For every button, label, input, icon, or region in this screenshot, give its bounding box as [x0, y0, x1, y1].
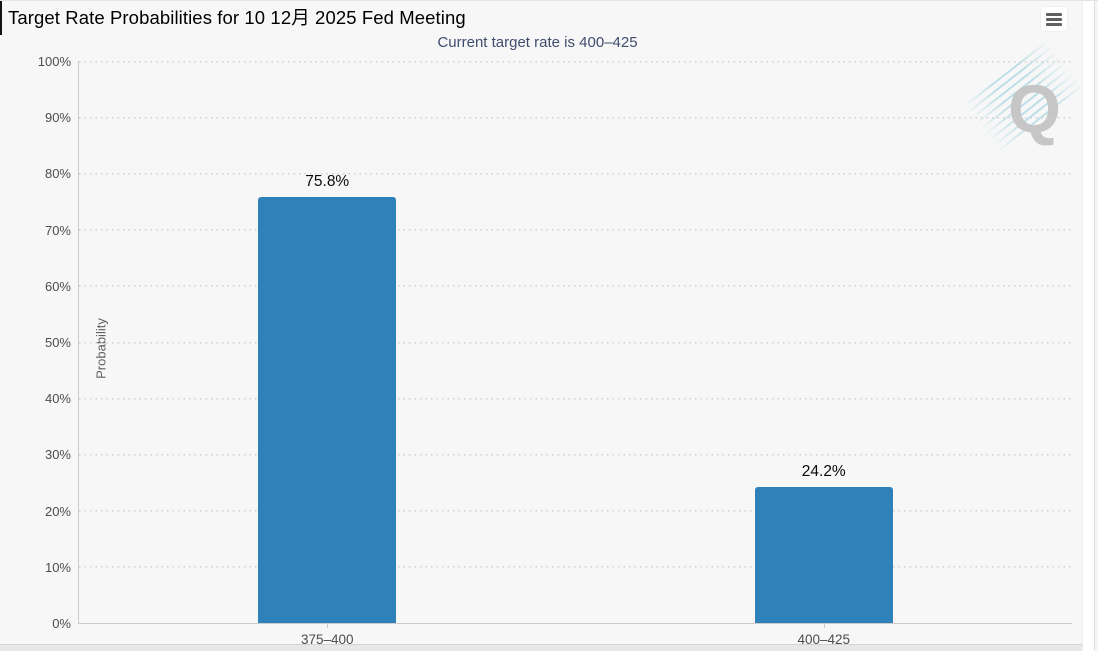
- gridline: [79, 510, 1072, 513]
- bar-375–400[interactable]: [258, 197, 397, 623]
- gridline: [79, 60, 1072, 63]
- gridline: [79, 341, 1072, 344]
- gridline: [79, 453, 1072, 456]
- x-tick: [823, 623, 825, 628]
- gridline: [79, 116, 1072, 119]
- page-title: Target Rate Probabilities for 10 12月 202…: [8, 7, 466, 28]
- bar-400–425[interactable]: [754, 486, 893, 623]
- hamburger-icon: [1046, 17, 1062, 21]
- y-tick-label: 80%: [44, 166, 71, 182]
- watermark-q-logo: Q: [1008, 71, 1061, 147]
- y-tick-label: 60%: [44, 278, 71, 294]
- scrollbar-track-border: [1094, 1, 1095, 651]
- y-tick-label: 90%: [44, 110, 71, 126]
- y-tick-label: 70%: [44, 222, 71, 238]
- x-axis-label: 375–400: [300, 632, 354, 647]
- bar-value-label: 24.2%: [801, 462, 846, 480]
- chart-subtitle: Current target rate is 400–425: [437, 34, 638, 51]
- x-tick: [327, 623, 329, 628]
- x-axis-label: 400–425: [797, 632, 851, 647]
- y-tick-label: 100%: [37, 54, 71, 69]
- hamburger-icon: [1046, 22, 1062, 26]
- frame-edge-mark: [0, 1, 2, 35]
- gridline: [79, 397, 1072, 400]
- gridline: [79, 172, 1072, 175]
- gridline: [79, 285, 1072, 288]
- frame-right-edge: [1095, 1, 1098, 651]
- y-axis-title: Probability: [93, 318, 109, 379]
- bottom-strip: [0, 644, 1084, 651]
- hamburger-icon: [1046, 12, 1062, 16]
- y-tick-label: 40%: [44, 391, 71, 407]
- context-menu-button[interactable]: [1041, 7, 1067, 31]
- gridline: [79, 566, 1072, 569]
- y-tick-label: 0%: [52, 616, 71, 631]
- y-tick-label: 10%: [44, 559, 71, 575]
- y-tick-label: 20%: [44, 503, 71, 519]
- gridline: [79, 229, 1072, 232]
- plot-area: Probability 0% 10% 20% 30% 40% 50% 60% 70% 80% 90…: [38, 54, 1072, 647]
- bar-value-label: 75.8%: [305, 173, 350, 190]
- y-tick-label: 50%: [44, 335, 71, 350]
- y-tick-label: 30%: [44, 447, 71, 463]
- scrollbar-track[interactable]: [1082, 1, 1095, 651]
